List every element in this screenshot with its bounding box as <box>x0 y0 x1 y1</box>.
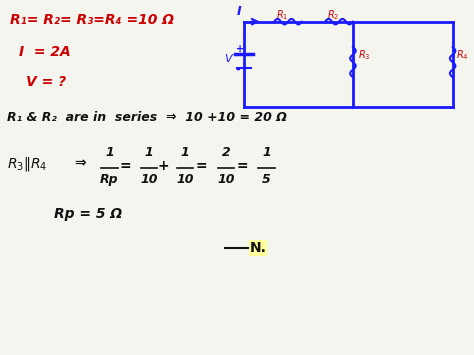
Text: -: - <box>236 65 240 75</box>
Text: $R_2$: $R_2$ <box>328 9 340 22</box>
Text: 1: 1 <box>181 146 190 159</box>
Text: =: = <box>236 159 248 173</box>
Text: Rp = 5 Ω: Rp = 5 Ω <box>54 207 122 221</box>
Text: ⇒: ⇒ <box>75 156 86 170</box>
Text: Rp: Rp <box>100 174 119 186</box>
Text: 2: 2 <box>221 146 230 159</box>
Text: $R_1$: $R_1$ <box>276 9 289 22</box>
Text: $R_4$: $R_4$ <box>456 49 469 62</box>
Text: 1: 1 <box>105 146 114 159</box>
Text: +: + <box>158 159 170 173</box>
Text: V: V <box>225 54 232 64</box>
Text: 10: 10 <box>176 174 194 186</box>
Text: 1: 1 <box>262 146 271 159</box>
Text: 1: 1 <box>145 146 153 159</box>
Text: R₁= R₂= R₃=R₄ =10 Ω: R₁= R₂= R₃=R₄ =10 Ω <box>10 13 174 27</box>
Text: =: = <box>195 159 207 173</box>
Text: 10: 10 <box>140 174 158 186</box>
Text: $R_3 \| R_4$: $R_3 \| R_4$ <box>8 155 48 173</box>
Text: $R_3$: $R_3$ <box>357 49 370 62</box>
Text: I: I <box>237 5 242 18</box>
Text: +: + <box>236 44 244 54</box>
Text: I  = 2A: I = 2A <box>19 45 71 59</box>
Text: V = ?: V = ? <box>26 75 66 89</box>
Text: 5: 5 <box>262 174 271 186</box>
Text: N.: N. <box>249 241 266 255</box>
Text: 10: 10 <box>217 174 235 186</box>
Text: R₁ & R₂  are in  series  ⇒  10 +10 = 20 Ω: R₁ & R₂ are in series ⇒ 10 +10 = 20 Ω <box>8 111 287 124</box>
Text: =: = <box>120 159 131 173</box>
